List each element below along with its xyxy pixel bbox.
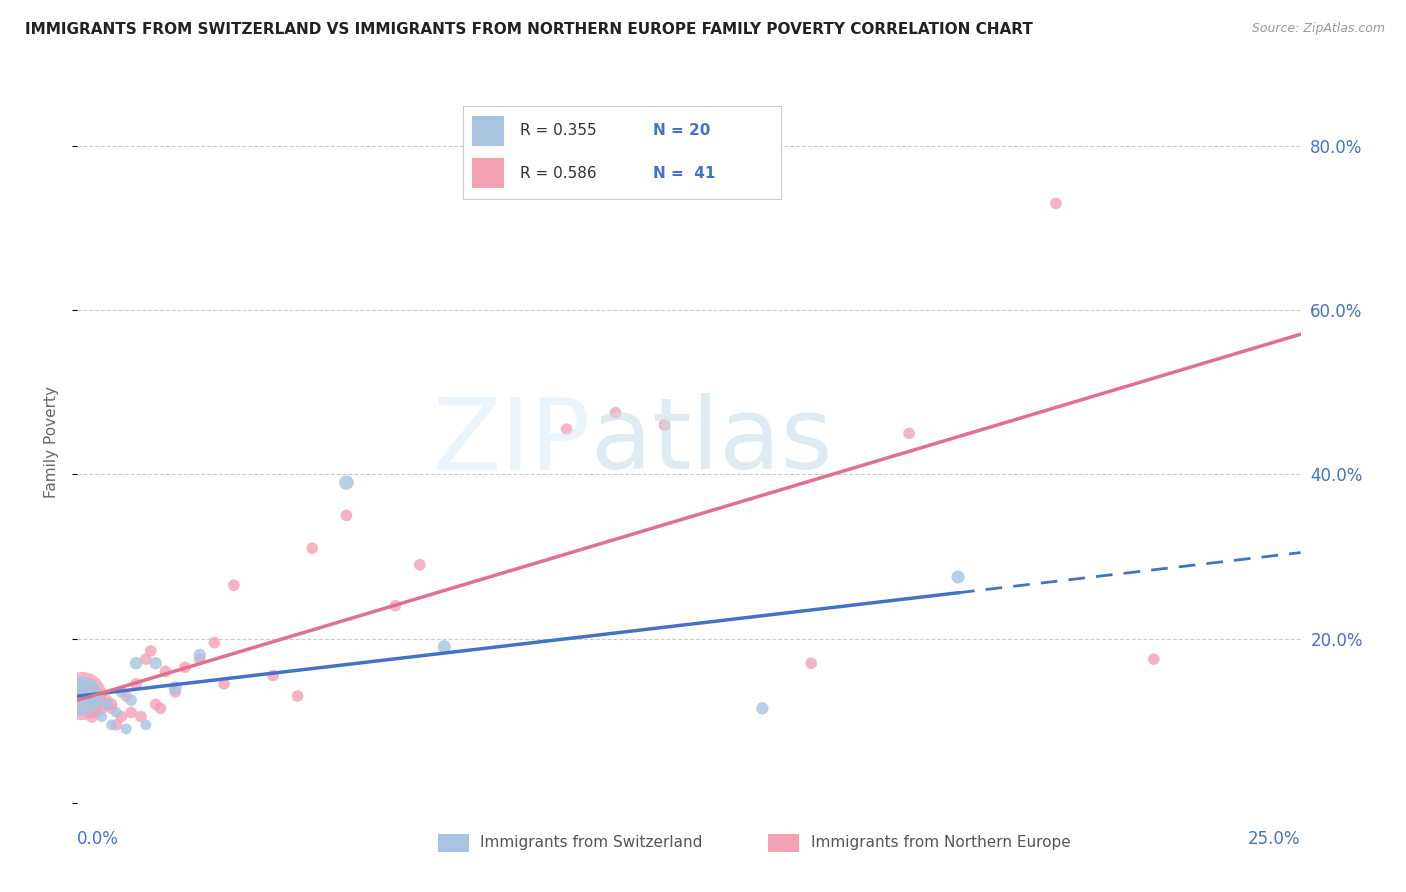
- Text: N = 20: N = 20: [654, 123, 711, 138]
- Point: [433, 640, 456, 654]
- Y-axis label: Family Poverty: Family Poverty: [44, 385, 59, 498]
- Point: [384, 599, 406, 613]
- Text: 0.0%: 0.0%: [77, 830, 120, 847]
- Point: [800, 657, 823, 671]
- Point: [139, 644, 162, 658]
- Text: N =  41: N = 41: [654, 166, 716, 181]
- Point: [1143, 652, 1166, 666]
- Bar: [472, 158, 503, 188]
- Point: [86, 693, 108, 707]
- Point: [76, 685, 98, 699]
- Text: IMMIGRANTS FROM SWITZERLAND VS IMMIGRANTS FROM NORTHERN EUROPE FAMILY POVERTY CO: IMMIGRANTS FROM SWITZERLAND VS IMMIGRANT…: [25, 22, 1033, 37]
- Point: [100, 698, 122, 712]
- Point: [898, 426, 921, 441]
- Point: [80, 701, 103, 715]
- Point: [129, 709, 152, 723]
- Point: [86, 706, 108, 720]
- Point: [90, 701, 112, 715]
- Point: [605, 406, 627, 420]
- Point: [96, 693, 118, 707]
- Point: [335, 508, 357, 523]
- Point: [145, 698, 167, 712]
- Point: [262, 668, 284, 682]
- Point: [100, 718, 122, 732]
- Point: [654, 418, 676, 433]
- Point: [409, 558, 432, 572]
- Point: [115, 722, 138, 736]
- Point: [110, 685, 132, 699]
- Point: [135, 718, 157, 732]
- Point: [105, 706, 128, 720]
- Point: [115, 689, 138, 703]
- Point: [90, 698, 112, 712]
- Point: [335, 475, 357, 490]
- Point: [70, 689, 93, 703]
- Point: [188, 652, 211, 666]
- Point: [212, 677, 235, 691]
- Text: R = 0.355: R = 0.355: [520, 123, 596, 138]
- Point: [165, 685, 187, 699]
- Text: Immigrants from Switzerland: Immigrants from Switzerland: [481, 836, 703, 850]
- Text: 25.0%: 25.0%: [1249, 830, 1301, 847]
- Point: [155, 665, 177, 679]
- Point: [149, 701, 172, 715]
- Point: [222, 578, 245, 592]
- Point: [946, 570, 969, 584]
- Point: [188, 648, 211, 662]
- Text: Source: ZipAtlas.com: Source: ZipAtlas.com: [1251, 22, 1385, 36]
- Point: [145, 657, 167, 671]
- Point: [120, 693, 142, 707]
- Point: [555, 422, 578, 436]
- Point: [80, 709, 103, 723]
- Point: [174, 660, 197, 674]
- Point: [110, 709, 132, 723]
- Point: [105, 718, 128, 732]
- Point: [135, 652, 157, 666]
- Point: [70, 689, 93, 703]
- Text: Immigrants from Northern Europe: Immigrants from Northern Europe: [811, 836, 1070, 850]
- Point: [100, 701, 122, 715]
- Point: [1045, 196, 1067, 211]
- Point: [165, 681, 187, 695]
- Point: [301, 541, 323, 556]
- Point: [80, 693, 103, 707]
- Bar: [472, 116, 503, 146]
- Point: [76, 685, 98, 699]
- Point: [90, 709, 112, 723]
- Point: [120, 706, 142, 720]
- Text: R = 0.586: R = 0.586: [520, 166, 596, 181]
- Point: [202, 636, 225, 650]
- Text: atlas: atlas: [591, 393, 832, 490]
- Point: [96, 698, 118, 712]
- Point: [287, 689, 309, 703]
- Point: [125, 677, 148, 691]
- Point: [751, 701, 773, 715]
- Text: ZIP: ZIP: [433, 393, 591, 490]
- Point: [96, 698, 118, 712]
- Point: [125, 657, 148, 671]
